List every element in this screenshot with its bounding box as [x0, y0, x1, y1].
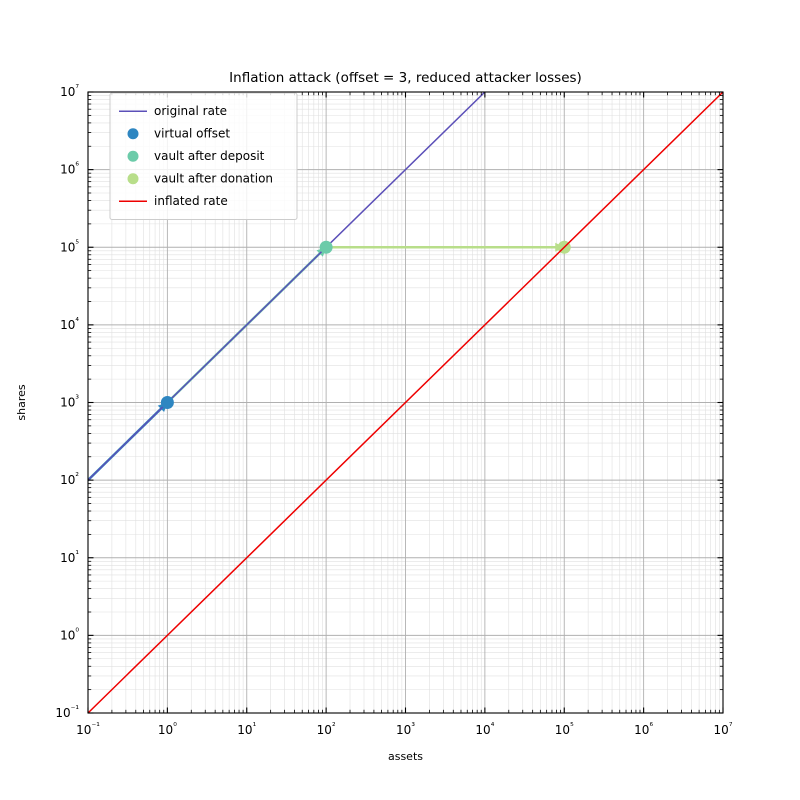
legend-background [109, 92, 298, 220]
legend-item-label: vault after donation [154, 171, 273, 185]
legend-item-label: inflated rate [154, 194, 228, 208]
legend-item-original-rate[interactable]: original rate [119, 104, 227, 118]
marker-virtual-offset [160, 396, 174, 409]
x-tick-label: 10⁶ [634, 722, 653, 737]
x-tick-label: 10⁷ [714, 722, 733, 737]
y-axis-label: shares [15, 384, 28, 420]
x-tick-label: 10³ [396, 722, 415, 737]
legend-item-virtual-offset[interactable]: virtual offset [127, 126, 231, 140]
series-inflated-rate [88, 92, 723, 713]
legend-marker-swatch [127, 128, 139, 140]
y-tick-label: 10³ [60, 395, 79, 410]
marker-vault-after-deposit [319, 240, 333, 254]
legend-item-inflated-rate[interactable]: inflated rate [119, 194, 228, 208]
y-tick-label: 10⁴ [60, 317, 79, 332]
x-tick-label: 10⁰ [158, 722, 177, 737]
chart-legend[interactable]: original rate virtual offset vault after d… [109, 92, 298, 220]
y-tick-label: 10¹ [60, 550, 79, 565]
legend-item-vault-after-donation[interactable]: vault after donation [127, 171, 274, 185]
x-axis-label: assets [388, 750, 423, 763]
x-tick-label: 10² [317, 722, 336, 737]
series-original-rate [88, 92, 486, 481]
legend-item-label: vault after deposit [154, 149, 265, 163]
x-tick-label: 10⁴ [475, 722, 494, 737]
x-tick-label: 10¹ [237, 722, 256, 737]
y-tick-label: 10⁵ [60, 239, 79, 254]
y-tick-label: 10⁶ [60, 162, 79, 177]
legend-item-vault-after-deposit[interactable]: vault after deposit [127, 149, 265, 163]
x-axis-ticks: 10⁻¹ 10⁰ 10¹ 10² 10³ 10⁴ 10⁵ 10⁶ 10⁷ [76, 92, 733, 737]
legend-marker-swatch [127, 173, 139, 185]
y-tick-label: 10² [60, 472, 79, 487]
y-tick-label: 10⁷ [60, 84, 79, 99]
chart-title: Inflation attack (offset = 3, reduced at… [229, 70, 582, 86]
legend-item-label: virtual offset [154, 126, 230, 140]
y-tick-label: 10⁰ [60, 627, 79, 642]
data-series-layer [88, 92, 723, 713]
x-tick-label: 10⁵ [555, 722, 574, 737]
legend-item-label: original rate [154, 104, 227, 118]
legend-marker-swatch [127, 150, 139, 162]
